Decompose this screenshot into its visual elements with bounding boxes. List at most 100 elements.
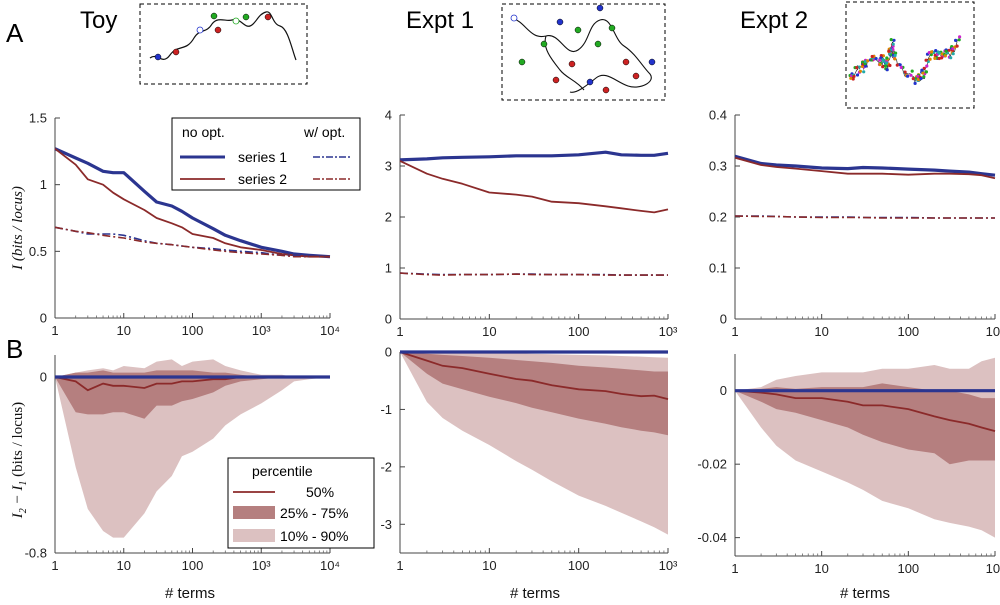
inset-expt2-dot [884,61,889,65]
inset-expt2-dot [898,63,902,67]
inset-expt2-dot [957,38,961,42]
inset-expt2-dot [866,59,870,63]
inset-expt2-dot [852,74,856,78]
x-tick-label-expt1-a-2: 100 [568,324,590,339]
y-tick-label-expt1-a-0: 0 [385,312,392,327]
inset-expt2-dot [855,73,860,77]
x-tick-label-expt1-a-1: 10 [482,324,496,339]
y-tick-label-expt1-a-1: 1 [385,261,392,276]
x-tick-label-expt1-a-0: 1 [396,324,403,339]
axes-toy-a: 1 10 100 10³ 10⁴ 0 0.5 1 1.5 [29,111,340,339]
inset-expt2-dot [858,69,863,73]
x-tick-label-toy-b-2: 100 [182,558,204,573]
line-median-expt1-b [399,351,669,400]
inset-expt2-dot [937,56,941,61]
axes-expt2-a: 1 10 100 10³ 0 0.1 0.2 0.3 0.4 [709,108,1000,340]
x-axis-label-expt2: # terms [840,585,890,602]
inset-expt2-dot [954,38,958,43]
y-tick-label-toy-b-1: 0 [40,370,47,385]
inset-expt2-dot [921,71,925,75]
inset-expt2-dot [862,70,866,74]
legend-label-p1090: 10% - 90% [280,528,348,544]
inset-expt2-dot [910,69,914,73]
x-tick-label-toy-a-4: 10⁴ [320,323,340,338]
y-tick-label-expt1-b-1: -2 [380,459,392,474]
inset-expt2-dot [925,64,929,68]
inset-expt2-dot [882,59,886,64]
y-tick-label-expt2-a-3: 0.3 [709,159,727,174]
x-tick-label-toy-a-3: 10³ [252,323,271,338]
line-toy-a-series2-w-opt [54,226,330,258]
x-tick-label-toy-b-0: 1 [51,558,58,573]
x-tick-label-expt2-a-1: 10 [814,324,828,339]
inset-expt2-dot [903,70,907,74]
inset-expt2-dot [893,53,897,58]
line-expt2-a-series1-no-opt [734,154,996,177]
x-tick-label-toy-a-0: 1 [51,323,58,338]
y-tick-label-expt1-b-2: -1 [380,402,392,417]
line-toy-a-series1-no-opt [54,147,331,259]
legend-label-p2575: 25% - 75% [280,505,348,521]
inset-expt2 [845,1,975,109]
x-tick-label-toy-a-2: 100 [182,323,204,338]
inset-expt2-dot [899,65,903,70]
inset-expt2-dot [885,68,889,72]
legend-label-series1: series 1 [238,149,287,165]
band-p2575-toy-b [55,370,330,419]
axes-toy-b: 1 10 100 10³ 10⁴ -0.8 0 [25,355,340,573]
inset-expt2-dot [895,63,899,67]
inset-expt2-dot [864,64,868,68]
legend-label-series2: series 2 [238,171,287,187]
y-tick-label-toy-a-2: 1 [40,177,47,192]
legend-swatch-p1090 [233,529,275,542]
inset-expt2-dot [894,51,898,55]
inset-expt2-dot [906,74,910,78]
inset-expt2-dot [958,35,962,39]
inset-expt2-dot [884,64,888,68]
inset-expt2-dot [919,76,923,81]
y-tick-label-toy-a-0: 0 [40,311,47,326]
inset-expt2-dot [916,77,921,82]
line-expt2-a-series2-w-opt [734,215,995,219]
inset-expt2-dot [849,76,853,80]
inset-expt2-dot [937,51,942,55]
inset-expt2-dot [940,52,944,56]
y-tick-label-expt1-b-3: 0 [385,345,392,360]
x-tick-label-toy-a-1: 10 [117,323,131,338]
legend-title-percentile: percentile [252,463,313,479]
legend-label-p50: 50% [306,484,334,500]
y-tick-label-expt2-a-2: 0.2 [709,210,727,225]
x-tick-label-expt1-b-3: 10³ [659,558,678,573]
inset-expt2-dot [885,56,889,60]
inset-expt2-dot [870,54,874,59]
inset-toy [139,3,308,85]
panel-letter-a: A [6,18,24,48]
line-median-expt2-b [734,389,996,432]
inset-expt2-dot [951,52,955,56]
legend-col-no-opt: no opt. [182,124,225,140]
inset-expt2-dot [922,66,926,70]
inset-expt2-dot [940,56,944,60]
inset-expt2-dot [916,74,920,78]
line-expt1-a-series1-no-opt [399,150,669,162]
inset-expt1 [501,3,666,101]
y-axis-label-top: I (bits / locus) [10,186,26,271]
y-tick-label-expt1-a-4: 4 [385,108,392,123]
legend-top: no opt. w/ opt. series 1 series 2 [171,117,361,191]
line-expt1-a-series2-no-opt [399,160,669,214]
inset-expt2-dot [929,53,933,57]
inset-expt2-dot [955,44,959,48]
y-tick-label-expt2-a-1: 0.1 [709,261,727,276]
inset-expt2-dot [933,56,937,61]
inset-expt2-dot [922,75,926,79]
inset-expt2-dot [913,81,917,85]
inset-expt2-dot [909,73,913,77]
inset-expt2-dot [878,62,882,67]
legend-bottom: percentile 50% 25% - 75% 10% - 90% [227,457,375,549]
band-p2575-expt2-b [735,383,995,465]
inset-expt2-dot [874,57,878,61]
inset-expt2-dot [891,42,895,46]
x-tick-label-expt1-a-3: 10³ [659,324,678,339]
